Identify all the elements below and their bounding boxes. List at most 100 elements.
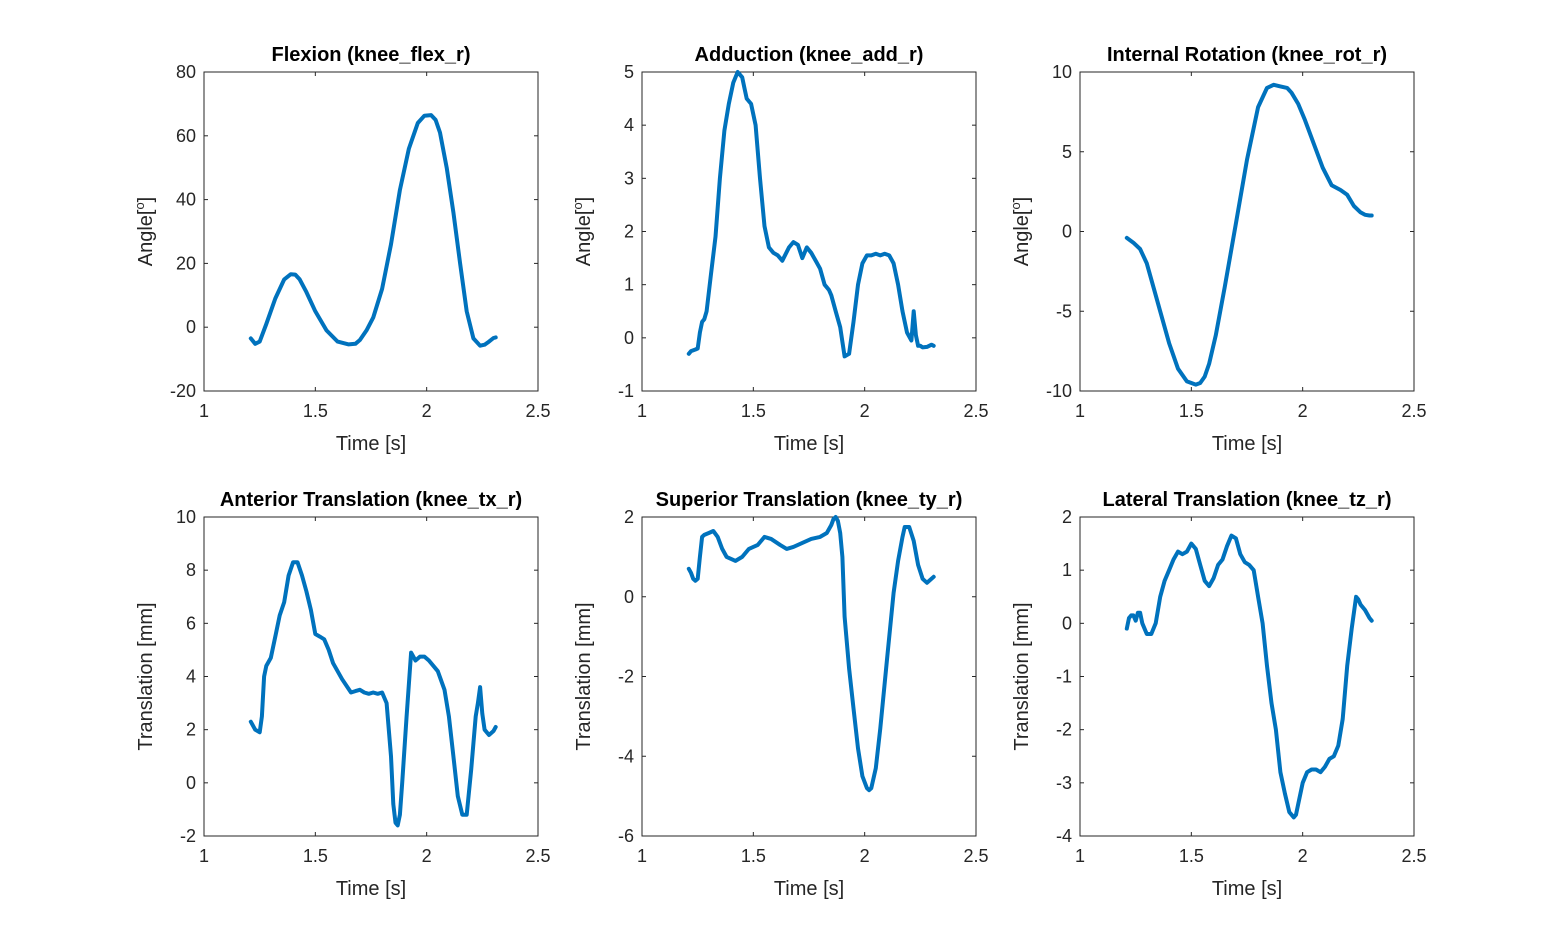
x-tick-label: 2.5 — [1401, 401, 1426, 421]
y-tick-label: 80 — [176, 62, 196, 82]
y-tick-label: 10 — [1052, 62, 1072, 82]
x-axis-label: Time [s] — [1212, 878, 1282, 900]
series-line — [1124, 82, 1374, 387]
x-axis-label: Time [s] — [336, 878, 406, 900]
series-line — [248, 560, 498, 828]
x-tick-label: 1.5 — [741, 401, 766, 421]
y-tick-label: -2 — [1056, 720, 1072, 740]
y-axis-label-end: ] — [135, 197, 157, 203]
x-tick-label: 2 — [422, 401, 432, 421]
y-tick-label: -1 — [618, 381, 634, 401]
subplot-title: Lateral Translation (knee_tz_r) — [1103, 489, 1392, 511]
y-axis-label-text: Angle[ — [1011, 209, 1033, 266]
x-axis-label: Time [s] — [336, 433, 406, 455]
y-tick-label: -2 — [618, 667, 634, 687]
x-tick-label: 1.5 — [303, 846, 328, 866]
x-tick-label: 2.5 — [525, 401, 550, 421]
x-axis-label: Time [s] — [1212, 433, 1282, 455]
y-tick-label: 4 — [624, 115, 634, 135]
degree-symbol: o — [1008, 202, 1023, 209]
axes-frame — [641, 516, 977, 837]
x-tick-label: 2 — [422, 846, 432, 866]
x-axis-label: Time [s] — [774, 433, 844, 455]
subplot-title: Superior Translation (knee_ty_r) — [656, 489, 963, 511]
y-tick-label: 0 — [186, 773, 196, 793]
x-tick-label: 1.5 — [303, 401, 328, 421]
y-axis-label: Angle[o] — [1008, 197, 1033, 267]
x-tick-label: 1.5 — [1179, 401, 1204, 421]
x-tick-label: 1 — [1075, 846, 1085, 866]
x-tick-label: 2 — [860, 846, 870, 866]
subplot-4: 1 1.5 2 2.5 -2 0 2 4 6 8 10 Anterior Translation (k… — [135, 489, 551, 900]
y-tick-label: 6 — [186, 613, 196, 633]
y-axis-label: Angle[o] — [132, 197, 157, 267]
y-tick-label: 2 — [624, 222, 634, 242]
degree-symbol: o — [132, 202, 147, 209]
y-axis-label-end: ] — [1011, 197, 1033, 203]
y-axis-label-end: ] — [573, 197, 595, 203]
series-line — [686, 70, 936, 359]
x-tick-label: 1 — [637, 846, 647, 866]
x-tick-label: 2.5 — [525, 846, 550, 866]
y-axis-label-text: Angle[ — [135, 209, 157, 266]
y-tick-label: 0 — [1062, 222, 1072, 242]
y-tick-label: -3 — [1056, 773, 1072, 793]
x-tick-label: 2.5 — [963, 401, 988, 421]
x-tick-label: 2.5 — [963, 846, 988, 866]
y-tick-label: 5 — [624, 62, 634, 82]
y-axis-label-text: Translation [mm] — [573, 602, 595, 750]
axes-frame — [1079, 71, 1415, 392]
x-tick-label: 1.5 — [741, 846, 766, 866]
x-tick-label: 1 — [1075, 401, 1085, 421]
x-tick-label: 1 — [199, 401, 209, 421]
y-axis-label-text: Translation [mm] — [135, 602, 157, 750]
subplot-title: Anterior Translation (knee_tx_r) — [220, 489, 522, 511]
y-tick-label: 40 — [176, 190, 196, 210]
y-axis-label: Translation [mm] — [1011, 602, 1033, 750]
series-line — [1124, 533, 1374, 820]
y-tick-label: 2 — [1062, 507, 1072, 527]
y-tick-label: 5 — [1062, 142, 1072, 162]
y-tick-label: -5 — [1056, 301, 1072, 321]
y-tick-label: 4 — [186, 667, 196, 687]
y-tick-label: -4 — [618, 746, 634, 766]
y-tick-label: 2 — [186, 720, 196, 740]
y-axis-label-text: Translation [mm] — [1011, 602, 1033, 750]
y-tick-label: 3 — [624, 168, 634, 188]
series-line — [248, 113, 498, 348]
subplot-6: 1 1.5 2 2.5 -4 -3 -2 -1 0 1 2 Lateral Translation (… — [1011, 489, 1427, 900]
y-tick-label: 60 — [176, 126, 196, 146]
y-tick-label: -4 — [1056, 826, 1072, 846]
subplot-1: 1 1.5 2 2.5 -20 0 20 40 60 80 Flexion (knee_flex_r… — [132, 44, 551, 455]
y-tick-label: 1 — [1062, 560, 1072, 580]
x-tick-label: 1 — [199, 846, 209, 866]
x-tick-label: 2 — [1298, 846, 1308, 866]
subplot-title: Internal Rotation (knee_rot_r) — [1107, 44, 1387, 66]
y-tick-label: 1 — [624, 275, 634, 295]
y-tick-label: 8 — [186, 560, 196, 580]
y-axis-label-text: Angle[ — [573, 209, 595, 266]
subplot-2: 1 1.5 2 2.5 -1 0 1 2 3 4 5 Adduction (knee_add_r) Ti… — [570, 44, 989, 455]
subplot-title: Flexion (knee_flex_r) — [272, 44, 471, 66]
x-tick-label: 2 — [860, 401, 870, 421]
y-tick-label: 0 — [1062, 613, 1072, 633]
y-axis-label: Angle[o] — [570, 197, 595, 267]
y-tick-label: -20 — [170, 381, 196, 401]
y-axis-label: Translation [mm] — [135, 602, 157, 750]
subplot-3: 1 1.5 2 2.5 -10 -5 0 5 10 Internal Rotation (knee… — [1008, 44, 1427, 455]
y-axis-label: Translation [mm] — [573, 602, 595, 750]
x-tick-label: 2 — [1298, 401, 1308, 421]
series-line — [686, 515, 936, 793]
x-tick-label: 1 — [637, 401, 647, 421]
y-tick-label: 0 — [624, 328, 634, 348]
subplot-5: 1 1.5 2 2.5 -6 -4 -2 0 2 Superior Translation (kn… — [573, 489, 989, 900]
y-tick-label: -2 — [180, 826, 196, 846]
y-tick-label: -10 — [1046, 381, 1072, 401]
x-tick-label: 2.5 — [1401, 846, 1426, 866]
subplot-title: Adduction (knee_add_r) — [695, 44, 924, 66]
y-tick-label: 10 — [176, 507, 196, 527]
x-axis-label: Time [s] — [774, 878, 844, 900]
axes-frame — [203, 516, 539, 837]
axes-frame — [641, 71, 977, 392]
